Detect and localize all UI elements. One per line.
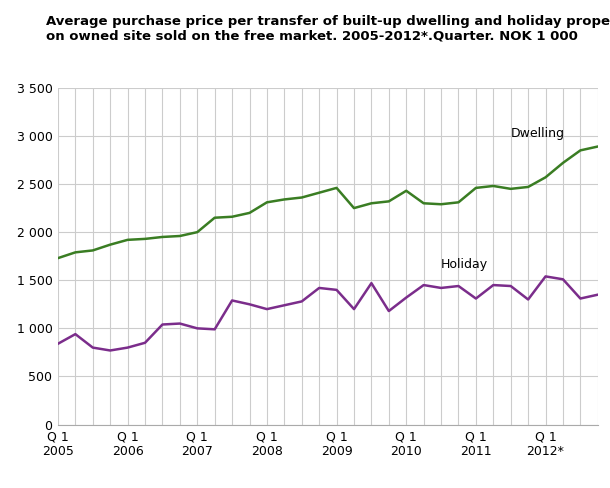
Text: Dwelling: Dwelling	[511, 127, 565, 140]
Text: Holiday: Holiday	[441, 258, 488, 271]
Text: Average purchase price per transfer of built-up dwelling and holiday properties
: Average purchase price per transfer of b…	[46, 15, 610, 42]
